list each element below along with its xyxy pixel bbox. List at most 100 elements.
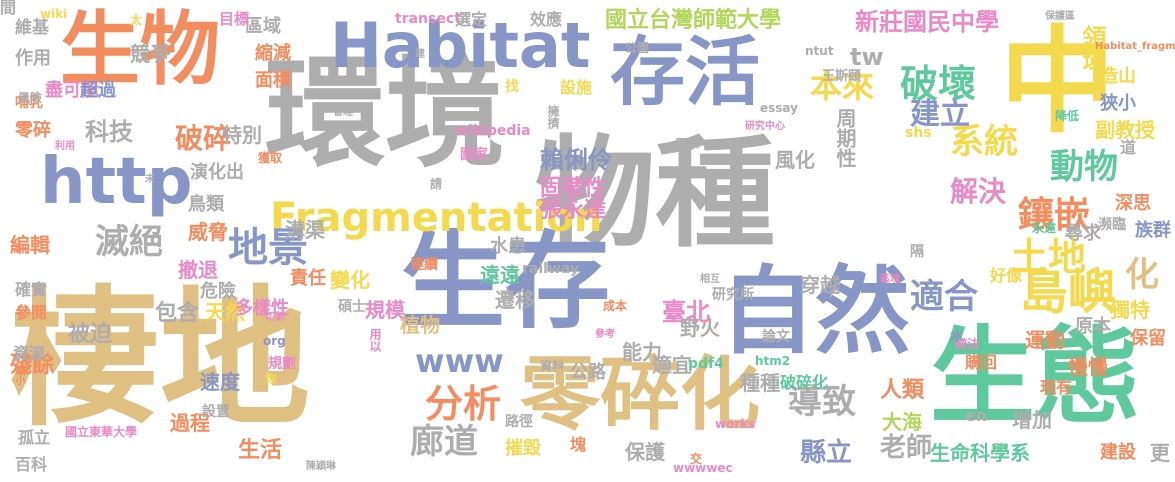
word-零碎: 零碎 <box>15 120 51 141</box>
word-fragmentation: Fragmentation <box>270 195 603 241</box>
word-降低: 降低 <box>1055 109 1080 123</box>
word-essay: essay <box>760 101 798 115</box>
word-未: 未 <box>145 174 155 185</box>
word-現有: 現有 <box>1040 378 1073 397</box>
word-交: 交 <box>690 452 703 466</box>
word-固著性: 固著性 <box>540 176 607 201</box>
word-確實: 確實 <box>15 280 48 299</box>
word-作用: 作用 <box>15 48 51 69</box>
word-編輯: 編輯 <box>10 233 50 257</box>
word-切割: 切割 <box>265 312 285 323</box>
word-鳥類: 鳥類 <box>188 194 224 215</box>
word-狹小: 狹小 <box>1100 93 1136 114</box>
word-國立台灣師範大學: 國立台灣師範大學 <box>605 8 782 33</box>
word-隔: 隔 <box>910 244 924 260</box>
word-孤立: 孤立 <box>18 428 51 447</box>
word-org: org <box>263 334 286 348</box>
word-生態: 生態 <box>930 316 1141 438</box>
word-水患: 水患 <box>490 236 526 257</box>
word-存活: 存活 <box>610 28 761 116</box>
word-遠遠: 遠遠 <box>480 263 520 287</box>
word-老師: 老師 <box>880 433 933 463</box>
word-區域: 區域 <box>245 16 281 37</box>
word-habitat-fragmentation: Habitat_fragmentation <box>1095 41 1175 52</box>
word-新莊國民中學: 新莊國民中學 <box>855 8 999 36</box>
word-獨特: 獨特 <box>1110 298 1150 322</box>
word-shs: shs <box>905 125 932 141</box>
word-破碎: 破碎 <box>175 122 232 155</box>
word-間: 間 <box>0 0 17 17</box>
word-擁擠: 擁擠 <box>546 105 560 129</box>
word-科技: 科技 <box>85 118 133 146</box>
word-路徑: 路徑 <box>505 414 533 430</box>
word-風險: 風險 <box>18 91 43 105</box>
word-需求: 需求 <box>675 137 700 151</box>
word-獲取: 獲取 <box>258 151 283 165</box>
word-適宜: 適宜 <box>652 353 692 377</box>
word-相互: 相互 <box>700 274 720 285</box>
word-ntut: ntut <box>805 44 834 58</box>
word-資源: 資源 <box>13 344 46 363</box>
word-摧毀: 摧毀 <box>505 438 541 459</box>
word-責任: 責任 <box>290 268 326 289</box>
word-參閱: 參閱 <box>15 303 48 322</box>
word-國家: 國家 <box>460 147 488 163</box>
word-wiki: wiki <box>40 7 68 21</box>
word-恢: 恢 <box>265 372 278 386</box>
word-htm2: htm2 <box>755 354 791 368</box>
word-國立東華大學: 國立東華大學 <box>65 425 138 439</box>
word-建立: 建立 <box>910 97 970 132</box>
word-碩士: 碩士 <box>338 299 366 315</box>
word-族群: 族群 <box>1135 220 1171 241</box>
word-連續: 連續 <box>410 257 438 273</box>
word-設施: 設施 <box>560 78 593 97</box>
word-保護區: 保護區 <box>1045 11 1075 22</box>
word-好像: 好像 <box>990 266 1023 285</box>
word-en: en <box>965 406 988 425</box>
word-陳穎琳: 陳穎琳 <box>306 461 336 472</box>
word-野火: 野火 <box>680 316 720 340</box>
word-更: 更 <box>1150 441 1170 465</box>
word-滅絕: 滅絕 <box>95 222 163 262</box>
word-破壞: 破壞 <box>900 62 977 106</box>
word-habitat: Habitat <box>330 9 591 82</box>
word-領域: 領域 <box>1078 25 1106 73</box>
word-鑲嵌: 鑲嵌 <box>1018 195 1091 236</box>
word-公園: 公園 <box>625 41 650 55</box>
word-被迫: 被迫 <box>68 322 113 347</box>
word-縣立: 縣立 <box>800 438 853 468</box>
word-多樣性: 多樣性 <box>235 298 289 319</box>
word-適合: 適合 <box>910 277 978 317</box>
word-導致: 導致 <box>788 382 856 422</box>
word-土地: 土地 <box>1010 235 1087 279</box>
word-過程: 過程 <box>170 411 210 435</box>
word-環境: 環境 <box>265 45 505 184</box>
word-參考: 參考 <box>595 329 615 340</box>
word-pdf4: pdf4 <box>688 356 724 372</box>
word-辦法: 辦法 <box>955 337 980 351</box>
word-縮小: 縮小 <box>13 365 24 385</box>
word-遷移: 遷移 <box>495 288 535 312</box>
word-瀕臨: 瀕臨 <box>1098 217 1126 233</box>
word-購回: 購回 <box>965 353 998 372</box>
word-保護: 保護 <box>625 440 665 464</box>
word-論文: 論文 <box>762 329 790 345</box>
word-選定: 選定 <box>455 10 488 29</box>
word-溝渠: 溝渠 <box>285 218 325 242</box>
word-副教授: 副教授 <box>1095 118 1155 142</box>
word-生命科學系: 生命科學系 <box>930 441 1030 465</box>
word-種種: 種種 <box>740 371 780 395</box>
word-水: 水 <box>950 329 964 345</box>
word-http: http <box>40 145 193 219</box>
word-生活: 生活 <box>238 438 283 463</box>
word-研究所: 研究所 <box>712 287 754 303</box>
word-太: 太 <box>130 13 143 27</box>
word-www: www <box>415 342 504 380</box>
word-道: 道 <box>1120 138 1137 157</box>
word-人類: 人類 <box>880 378 925 403</box>
word-穿越: 穿越 <box>800 273 840 297</box>
word-撤退: 撤退 <box>178 258 218 282</box>
word-自然: 自然 <box>720 257 911 367</box>
word-周期性: 周期性 <box>833 108 857 168</box>
word-transect: transect <box>395 11 461 27</box>
